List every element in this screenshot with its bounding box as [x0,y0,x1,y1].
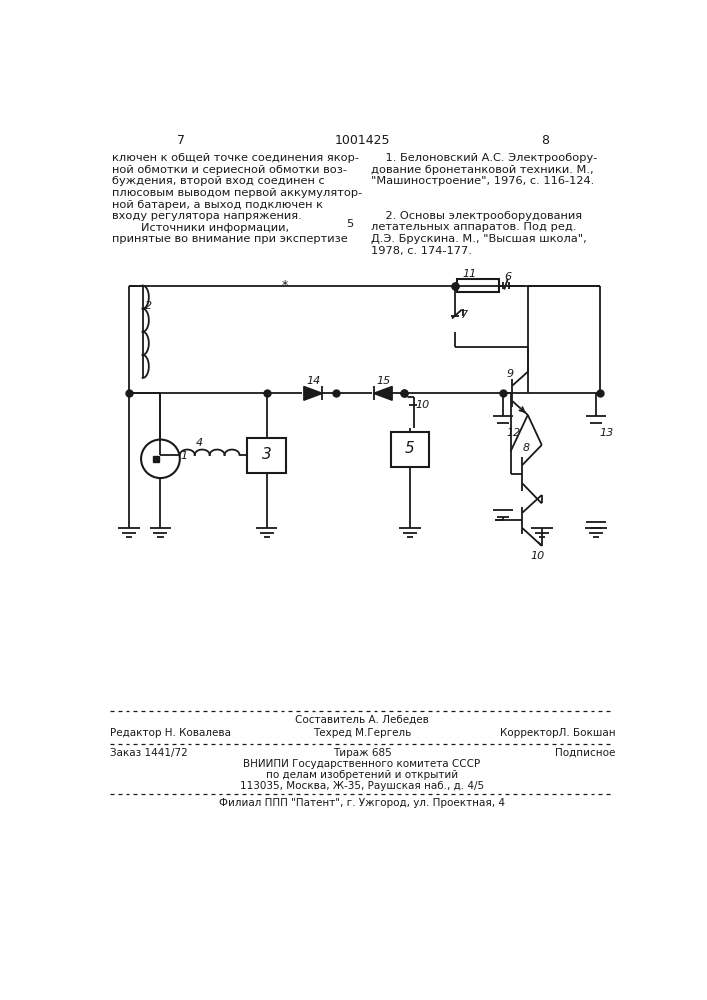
Text: по делам изобретений и открытий: по делам изобретений и открытий [266,770,458,780]
Text: 1001425: 1001425 [334,134,390,147]
Text: 13: 13 [600,428,614,438]
Text: 7: 7 [177,134,185,147]
Text: 8: 8 [542,134,549,147]
Polygon shape [304,386,322,400]
Text: 3: 3 [262,447,271,462]
Text: 2. Основы электрооборудования
летательных аппаратов. Под ред.
Д.Э. Брускина. М.,: 2. Основы электрооборудования летательны… [371,211,587,256]
Bar [457,279,499,292]
Text: 113035, Москва, Ж-35, Раушская наб., д. 4/5: 113035, Москва, Ж-35, Раушская наб., д. … [240,781,484,791]
Text: 14: 14 [307,376,321,386]
Text: 10: 10 [530,551,544,561]
Text: 11: 11 [462,269,477,279]
Text: ключен к общей точке соединения якор-
ной обмотки и сериесной обмотки воз-
бужде: ключен к общей точке соединения якор- но… [112,153,362,244]
Bar [153,456,159,462]
Text: Подписное: Подписное [555,748,615,758]
Text: 10: 10 [416,400,430,410]
Text: 15: 15 [377,376,391,386]
Text: 2: 2 [145,301,152,311]
Text: 5: 5 [346,219,353,229]
Text: КорректорЛ. Бокшан: КорректорЛ. Бокшан [500,728,615,738]
Text: 9: 9 [507,369,514,379]
Text: 1. Белоновский А.С. Электрообору-
дование бронетанковой техники. М.,
"Машиностро: 1. Белоновский А.С. Электрообору- довани… [371,153,597,186]
Text: Техред М.Гергель: Техред М.Гергель [312,728,411,738]
Text: 12: 12 [507,428,521,438]
Polygon shape [373,386,392,400]
Bar [247,438,286,473]
Text: ВНИИПИ Государственного комитета СССР: ВНИИПИ Государственного комитета СССР [243,759,481,769]
Text: 4: 4 [195,438,202,448]
Text: 5: 5 [405,441,415,456]
Text: 8: 8 [522,443,530,453]
Text: Составитель А. Лебедев: Составитель А. Лебедев [295,714,429,724]
Bar [391,432,429,466]
Text: 6: 6 [505,272,512,282]
Text: Филиал ППП "Патент", г. Ужгород, ул. Проектная, 4: Филиал ППП "Патент", г. Ужгород, ул. Про… [219,798,505,808]
Text: Редактор Н. Ковалева: Редактор Н. Ковалева [110,728,231,738]
Text: Тираж 685: Тираж 685 [332,748,392,758]
Text: 1: 1 [180,451,188,461]
Text: 7: 7 [461,310,468,320]
Text: *: * [281,279,288,292]
Text: Заказ 1441/72: Заказ 1441/72 [110,748,188,758]
